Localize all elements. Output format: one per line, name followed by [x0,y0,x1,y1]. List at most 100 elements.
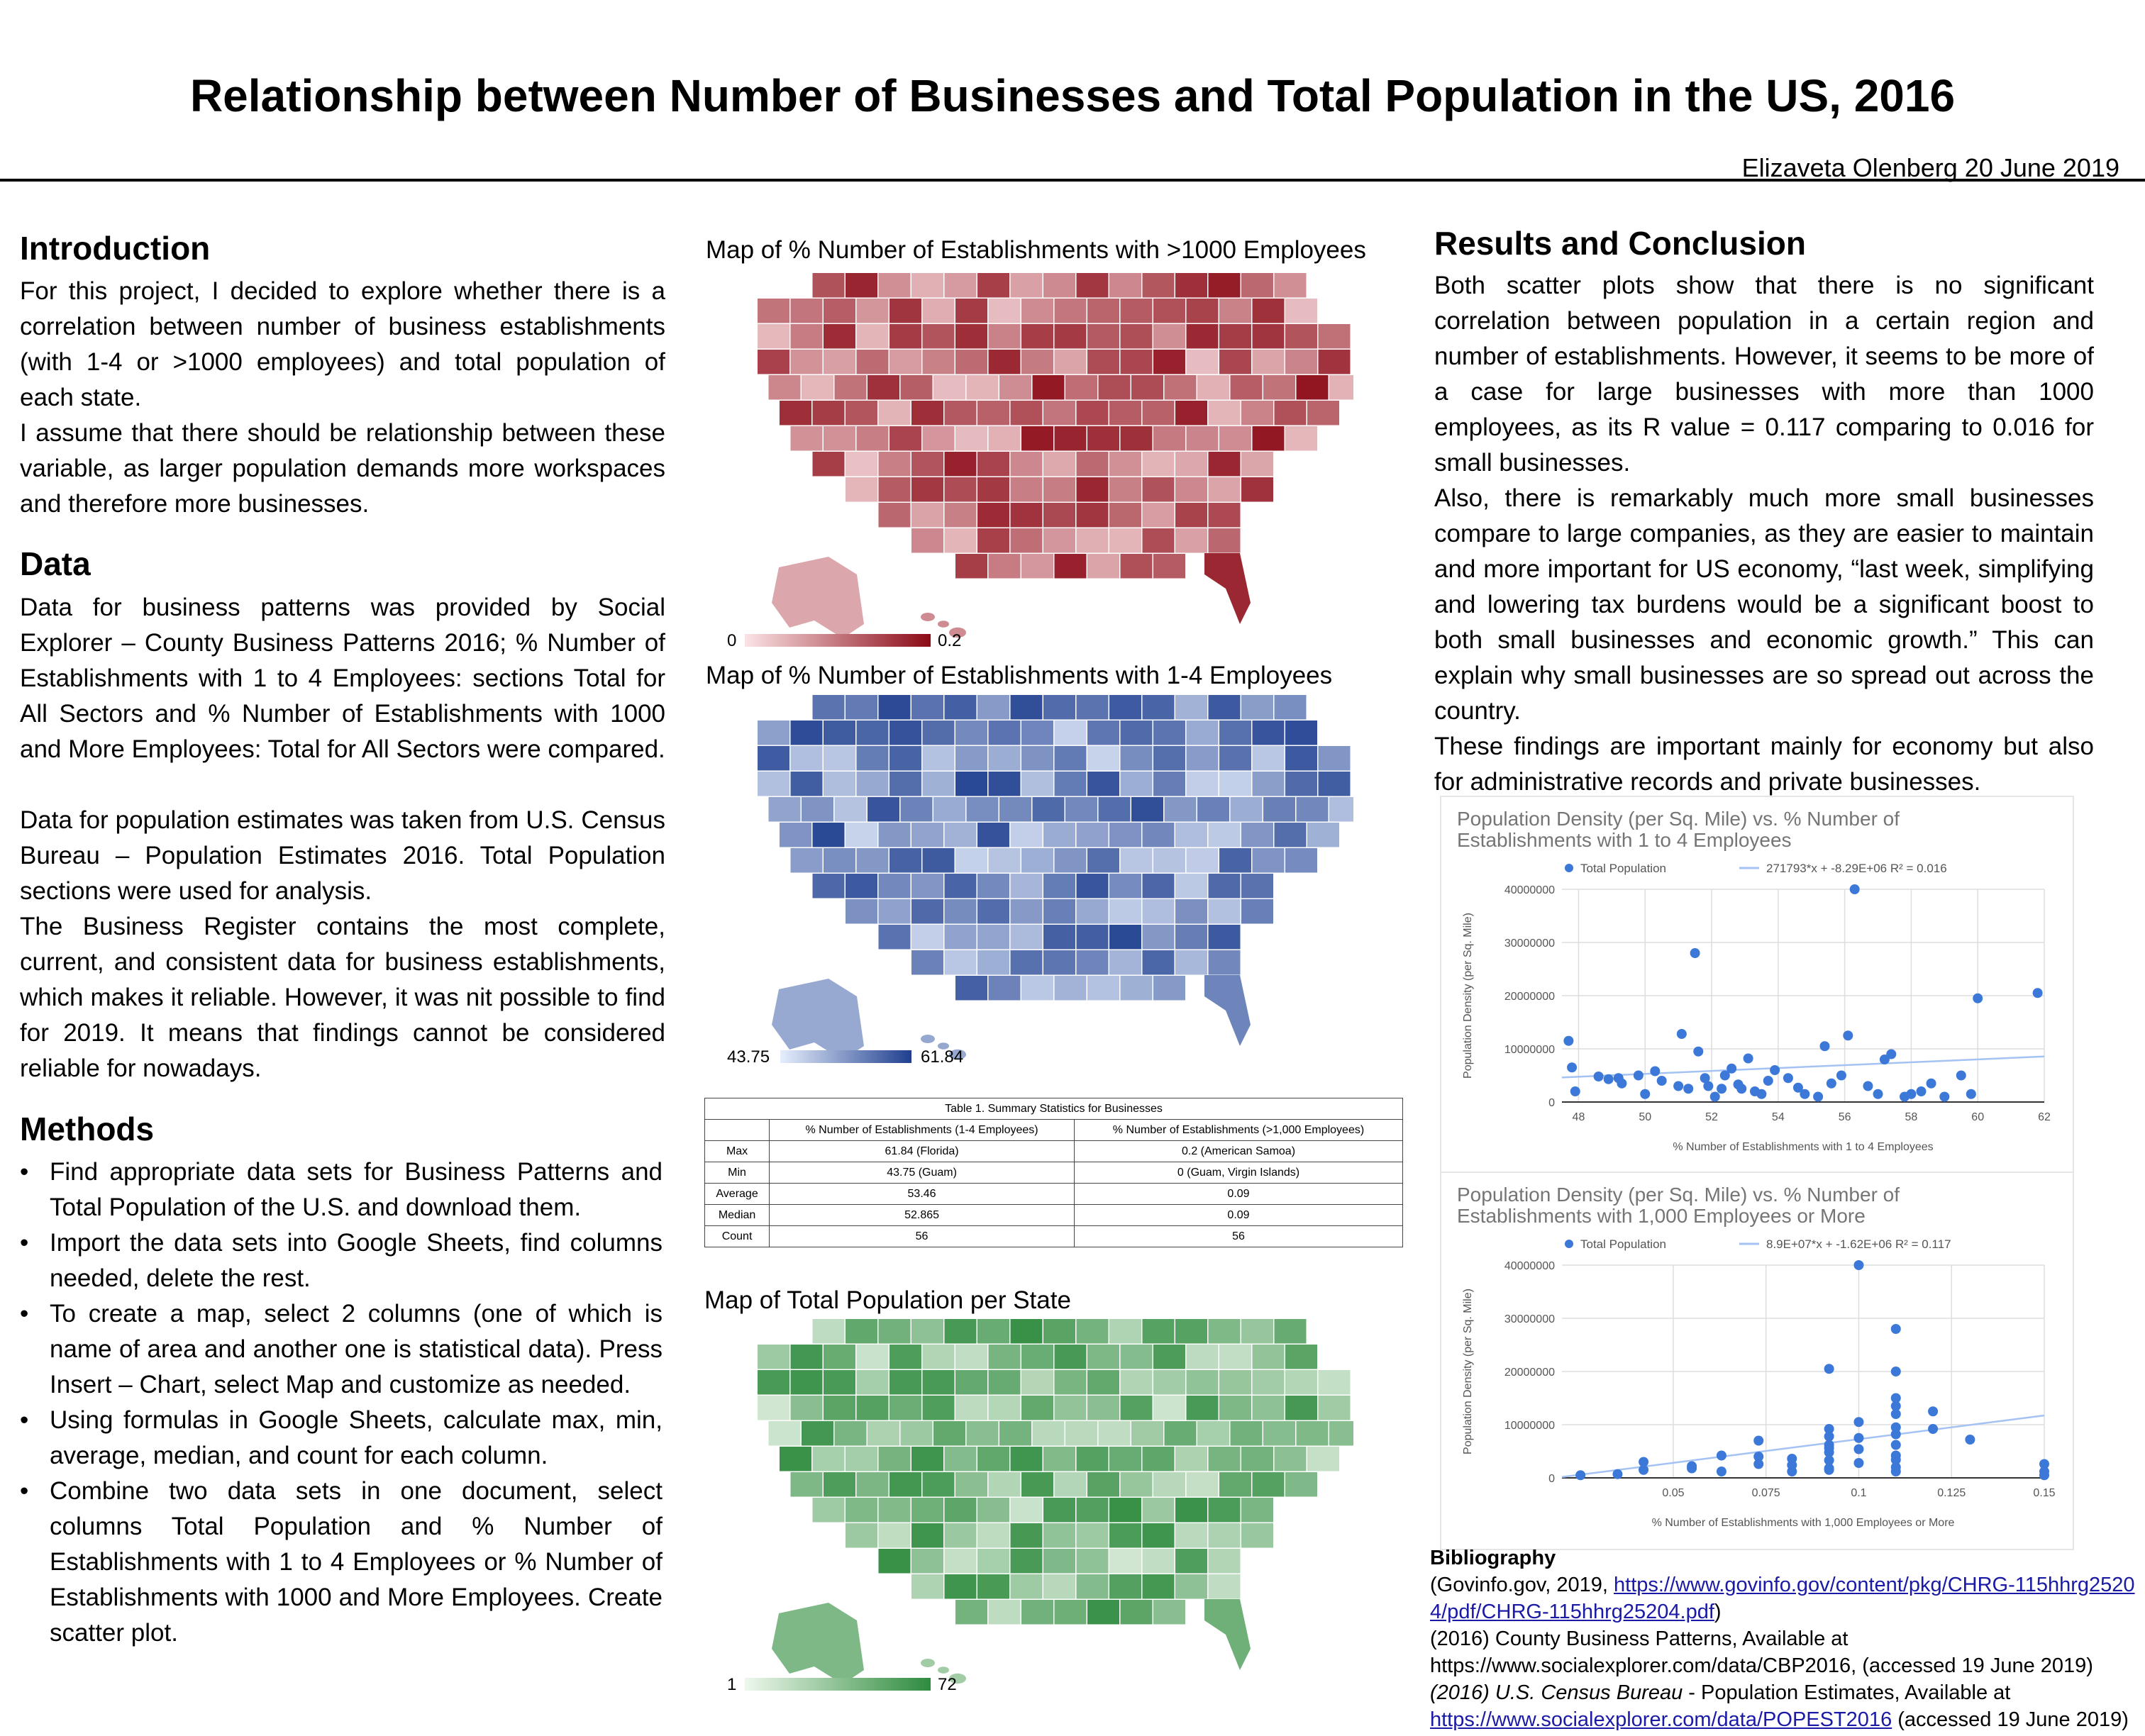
map-large-establishments [758,273,1353,638]
state-region [1120,1600,1153,1625]
state-region [1021,426,1053,451]
state-region [1241,1498,1273,1523]
state-region [1241,695,1273,720]
state-region [1186,324,1219,349]
table-cell: 56 [1074,1225,1403,1247]
state-region [1098,797,1131,822]
data-point [2039,1459,2049,1469]
methods-item: To create a map, select 2 columns (one o… [20,1296,663,1403]
state-region [856,1370,889,1395]
bibliography-entry-2: (2016) County Business Patterns, Availab… [1430,1628,1849,1650]
state-region [944,503,977,528]
state-region [1186,299,1219,323]
table-cell: Min [704,1162,770,1184]
data-point [1836,1070,1846,1081]
data-point [1736,1084,1747,1094]
state-region [1076,477,1109,502]
state-region [911,925,943,950]
bib-text: (accessed 19 June 2019) [1892,1708,2129,1731]
state-region [966,375,999,400]
bibliography-entry-3-url: https://www.socialexplorer.com/data/POPE… [1430,1706,2139,1733]
data-point [1916,1086,1927,1096]
state-region [1043,1523,1075,1548]
state-region [1120,976,1153,1001]
data-point [1650,1066,1661,1076]
data-point [1787,1454,1797,1464]
state-region [1204,975,1251,1046]
intro-paragraph-2: I assume that there should be relationsh… [20,419,665,518]
state-region [768,1421,801,1446]
state-region [1318,324,1351,349]
state-region [1142,503,1175,528]
state-region [790,426,823,451]
data-point [1966,1089,1976,1099]
state-region [1285,1370,1317,1395]
methods-item: Find appropriate data sets for Business … [20,1154,663,1225]
state-region [911,1498,943,1523]
state-region [955,1396,987,1420]
state-region [1010,273,1043,298]
table-cell: Median [704,1204,770,1226]
state-region [1153,720,1185,745]
state-region [1043,950,1075,975]
bib-text: (Govinfo.gov, 2019, [1430,1574,1614,1596]
state-region [1241,1319,1273,1344]
state-region [878,503,911,528]
state-region [1219,1396,1251,1420]
state-region [944,1447,977,1471]
state-region [856,720,889,745]
y-tick-label: 40000000 [1504,1260,1555,1272]
state-region [988,848,1021,873]
state-region [1142,1574,1175,1599]
state-region [1076,452,1109,477]
state-region [1010,1319,1043,1344]
state-region [1241,477,1273,502]
state-region [1142,1523,1175,1548]
state-region [889,746,921,771]
state-region [878,1498,911,1523]
state-region [1186,1396,1219,1420]
alaska-region [772,1603,864,1684]
state-region [944,874,977,898]
state-region [846,1498,877,1523]
state-region [1329,1421,1353,1446]
state-region [1208,1549,1241,1574]
state-region [944,452,977,477]
state-region [878,695,911,720]
state-region [1043,1574,1075,1599]
data-point [1687,1461,1697,1471]
state-region [1120,324,1153,349]
state-region [1142,899,1175,924]
state-region [1120,746,1153,771]
popest-link[interactable]: https://www.socialexplorer.com/data/POPE… [1430,1708,1892,1731]
state-region [1285,426,1317,451]
state-region [878,899,911,924]
state-region [988,426,1021,451]
state-region [1043,273,1075,298]
table-row: Median 52.865 0.09 [704,1204,1403,1226]
state-region [1032,375,1065,400]
state-region [944,1549,977,1574]
state-region [878,1549,911,1574]
state-region [1087,1600,1119,1625]
state-region [1054,1396,1087,1420]
state-region [790,848,823,873]
state-region [878,1447,911,1471]
alaska-region [772,979,864,1060]
state-region [911,528,943,553]
state-region [977,925,1009,950]
state-region [1186,746,1219,771]
methods-item: Import the data sets into Google Sheets,… [20,1225,663,1296]
data-point [1563,1035,1574,1046]
state-region [1329,375,1353,400]
state-region [1087,1345,1119,1369]
state-region [1285,1396,1317,1420]
hawaii-region [949,1049,966,1060]
govinfo-link[interactable]: https://www.govinfo.gov/content/pkg/CHRG… [1430,1574,2135,1623]
data-point [1783,1073,1793,1084]
state-region [1153,848,1185,873]
state-region [1153,1600,1185,1625]
state-region [1010,452,1043,477]
data-heading: Data [20,545,91,582]
state-region [1131,375,1163,400]
